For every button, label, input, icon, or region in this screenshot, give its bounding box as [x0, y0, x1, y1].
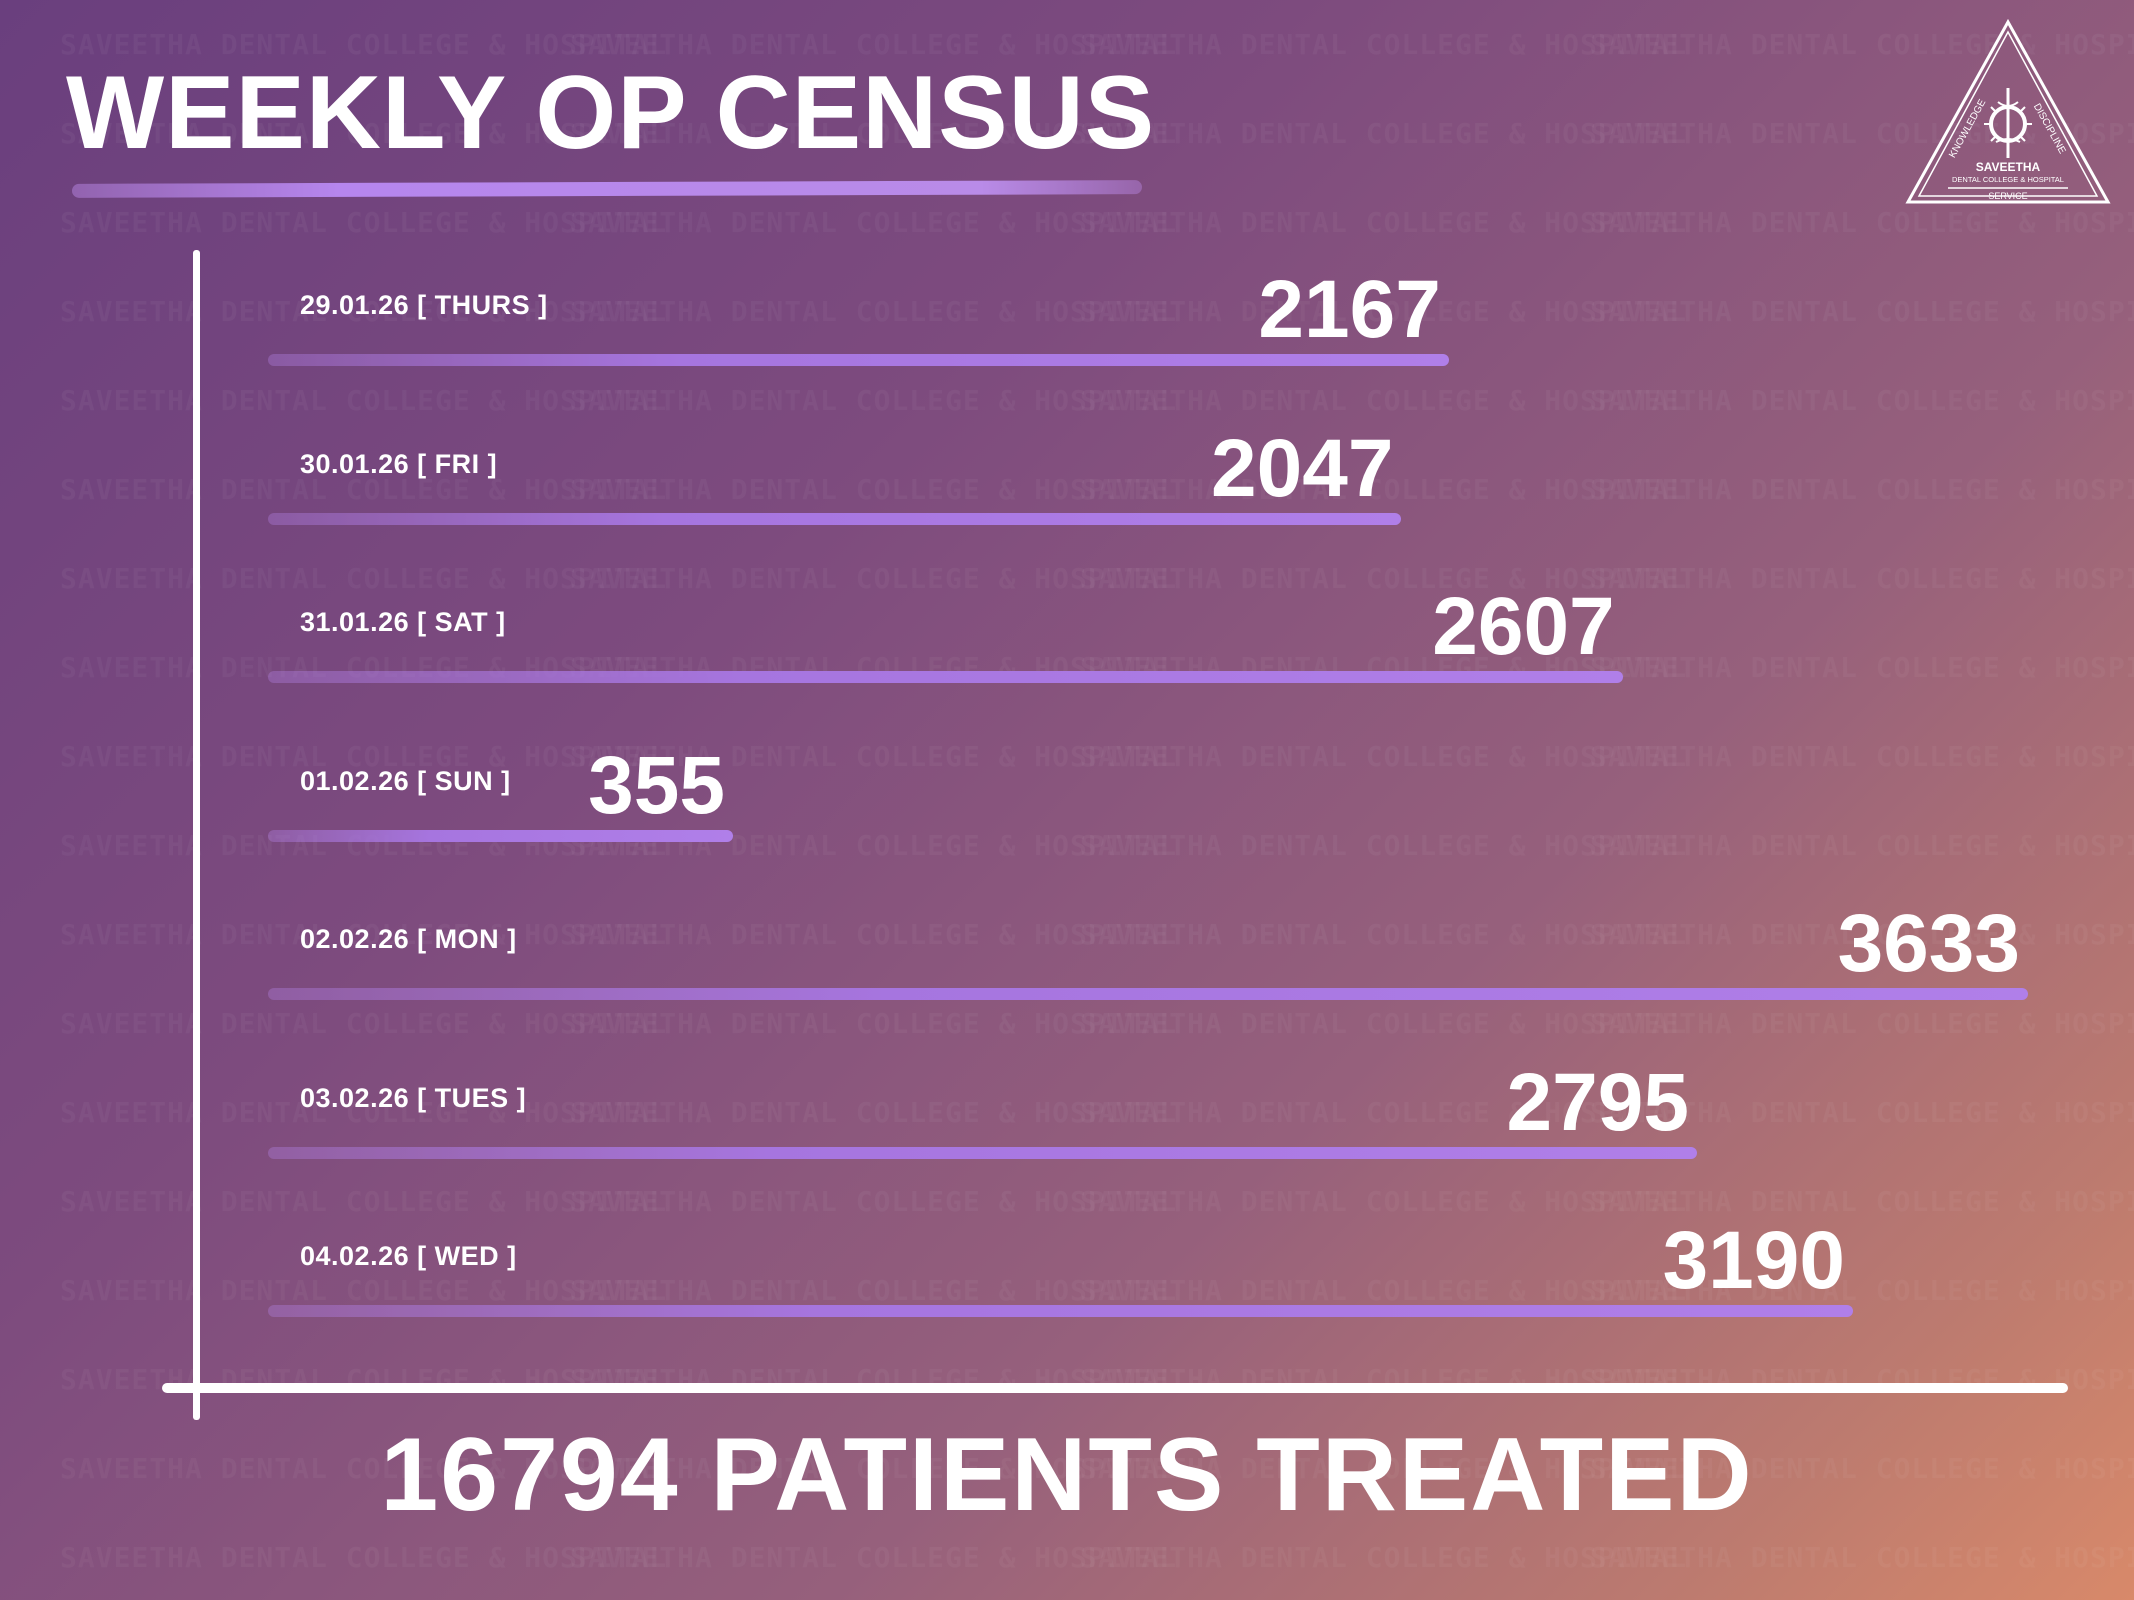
bar-value-label: 2607 [1432, 581, 1615, 672]
bar [268, 671, 1623, 683]
logo-bottom-text: SERVICE [1988, 191, 2027, 201]
bar-category-label: 30.01.26 [ FRI ] [300, 448, 498, 479]
bar [268, 1146, 1697, 1159]
bar-category-label: 01.02.26 [ SUN ] [300, 765, 511, 796]
bar [268, 354, 1449, 366]
bar [268, 1305, 1853, 1317]
bar-value-label: 2047 [1211, 422, 1394, 514]
total-patients-text: 16794 PATIENTS TREATED [380, 1417, 1754, 1533]
bar-category-label: 03.02.26 [ TUES ] [300, 1082, 527, 1113]
bar-category-label: 31.01.26 [ SAT ] [300, 607, 506, 637]
bar-value-label: 2795 [1506, 1056, 1689, 1148]
bar [268, 829, 733, 842]
logo-name: SAVEETHA [1976, 160, 2041, 174]
bar-category-label: 04.02.26 [ WED ] [300, 1241, 517, 1271]
bar [268, 988, 2028, 1000]
bar-value-label: 3190 [1662, 1215, 1845, 1306]
bar-value-label: 3633 [1837, 898, 2020, 989]
x-axis-line [162, 1383, 2068, 1393]
logo-subtitle: DENTAL COLLEGE & HOSPITAL [1952, 175, 2064, 184]
college-logo: KNOWLEDGE DISCIPLINE SAVEETHA DENTAL COL… [1905, 18, 2111, 204]
bar-category-label: 29.01.26 [ THURS ] [300, 290, 548, 320]
page-title: WEEKLY OP CENSUS [66, 55, 1156, 171]
bar-value-label: 2167 [1258, 264, 1441, 355]
bar [268, 512, 1402, 525]
bar-category-label: 02.02.26 [ MON ] [300, 924, 517, 954]
bar-value-label: 355 [588, 739, 725, 831]
y-axis-line [193, 250, 200, 1420]
